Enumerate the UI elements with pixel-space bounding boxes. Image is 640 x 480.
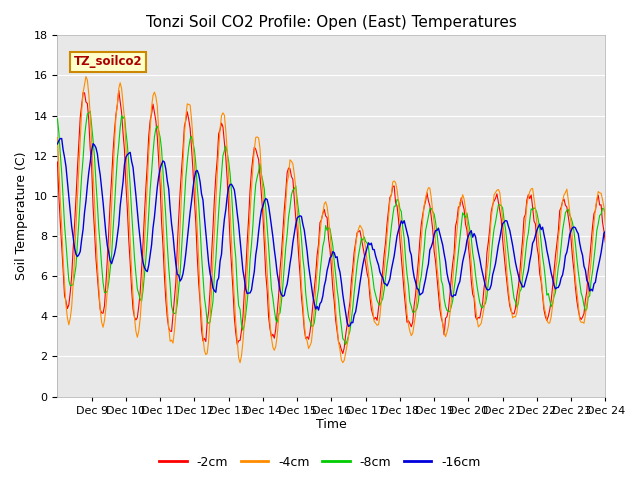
Text: TZ_soilco2: TZ_soilco2 (74, 55, 143, 68)
Title: Tonzi Soil CO2 Profile: Open (East) Temperatures: Tonzi Soil CO2 Profile: Open (East) Temp… (146, 15, 517, 30)
Legend: -2cm, -4cm, -8cm, -16cm: -2cm, -4cm, -8cm, -16cm (154, 451, 486, 474)
Y-axis label: Soil Temperature (C): Soil Temperature (C) (15, 152, 28, 280)
X-axis label: Time: Time (316, 419, 347, 432)
